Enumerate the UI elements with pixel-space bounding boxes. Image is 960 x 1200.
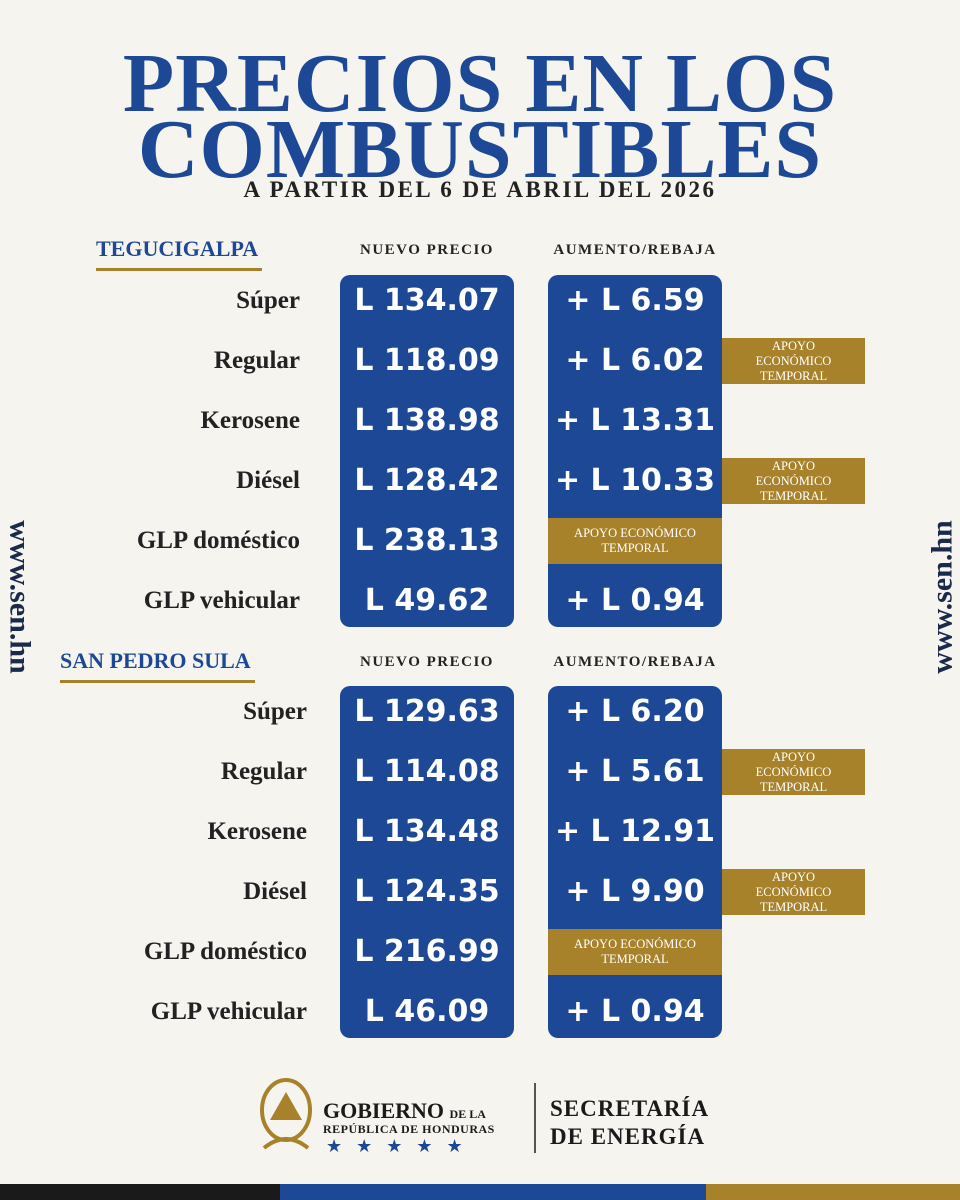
change: + L 9.90 (565, 874, 705, 909)
price: L 124.35 (354, 874, 500, 909)
stars: ★★★★★ (326, 1136, 477, 1156)
price-column (340, 275, 514, 627)
price: L 118.09 (354, 343, 500, 378)
price: L 134.07 (354, 283, 500, 318)
fuel-name: Súper (243, 698, 307, 725)
price: L 128.42 (354, 463, 500, 498)
gov-main: GOBIERNO (323, 1098, 445, 1123)
title-line: COMBUSTIBLES (137, 103, 823, 196)
bar-black (0, 1184, 280, 1200)
support-note: APOYO ECONÓMICO TEMPORAL (548, 518, 722, 564)
price: L 216.99 (354, 934, 500, 969)
price-column (340, 686, 514, 1038)
change: + L 13.31 (554, 403, 716, 438)
change: + L 0.94 (565, 583, 705, 618)
column-header: NUEVO PRECIO (360, 242, 494, 258)
change: + L 0.94 (565, 994, 705, 1029)
price: L 238.13 (354, 523, 500, 558)
bar-gold (706, 1184, 960, 1200)
change-column (548, 275, 722, 627)
support-note: APOYO ECONÓMICO TEMPORAL (722, 869, 865, 915)
column-header: AUMENTO/REBAJA (553, 654, 717, 670)
change: + L 6.02 (565, 343, 705, 378)
fuel-name: Súper (236, 287, 300, 314)
change: + L 12.91 (554, 814, 716, 849)
price: L 138.98 (354, 403, 500, 438)
gov-small: DE LA (449, 1107, 486, 1121)
fuel-name: Diésel (243, 878, 307, 905)
price: L 49.62 (364, 583, 490, 618)
support-note: APOYO ECONÓMICO TEMPORAL (548, 929, 722, 975)
change-column (548, 686, 722, 1038)
price: L 46.09 (364, 994, 490, 1029)
change: + L 6.20 (565, 694, 705, 729)
ministry-line: SECRETARÍA (550, 1096, 710, 1121)
fuel-name: Regular (213, 347, 300, 374)
price: L 134.48 (354, 814, 500, 849)
subtitle: A PARTIR DEL 6 DE ABRIL DEL 2026 (243, 177, 717, 202)
column-header: AUMENTO/REBAJA (553, 242, 717, 258)
emblem (250, 1070, 330, 1160)
city-name: SAN PEDRO SULA (60, 648, 255, 683)
bar-blue (280, 1184, 706, 1200)
column-header: NUEVO PRECIO (360, 654, 494, 670)
divider (534, 1083, 536, 1153)
support-note: APOYO ECONÓMICO TEMPORAL (722, 338, 865, 384)
fuel-name: GLP doméstico (136, 527, 300, 554)
emblem-graphic (260, 1078, 312, 1150)
gov-sub: REPÚBLICA DE HONDURAS (323, 1122, 495, 1136)
change: + L 5.61 (565, 754, 705, 789)
price: L 129.63 (354, 694, 500, 729)
city-name: TEGUCIGALPA (96, 236, 263, 271)
fuel-name: GLP vehicular (143, 587, 300, 614)
fuel-name: Regular (220, 758, 307, 785)
fuel-name: Kerosene (207, 818, 307, 845)
title-line: PRECIOS EN LOS (122, 37, 838, 130)
gov-title: GOBIERNO DE LA (323, 1098, 486, 1124)
change: + L 6.59 (565, 283, 705, 318)
support-note: APOYO ECONÓMICO TEMPORAL (722, 749, 865, 795)
fuel-name: Kerosene (200, 407, 300, 434)
price: L 114.08 (354, 754, 500, 789)
fuel-name: GLP vehicular (150, 998, 307, 1025)
support-note: APOYO ECONÓMICO TEMPORAL (722, 458, 865, 504)
fuel-name: GLP doméstico (143, 938, 307, 965)
change: + L 10.33 (554, 463, 716, 498)
fuel-name: Diésel (236, 467, 300, 494)
website-right: www.sen.hn (925, 520, 959, 674)
ministry-line: DE ENERGÍA (550, 1124, 706, 1149)
